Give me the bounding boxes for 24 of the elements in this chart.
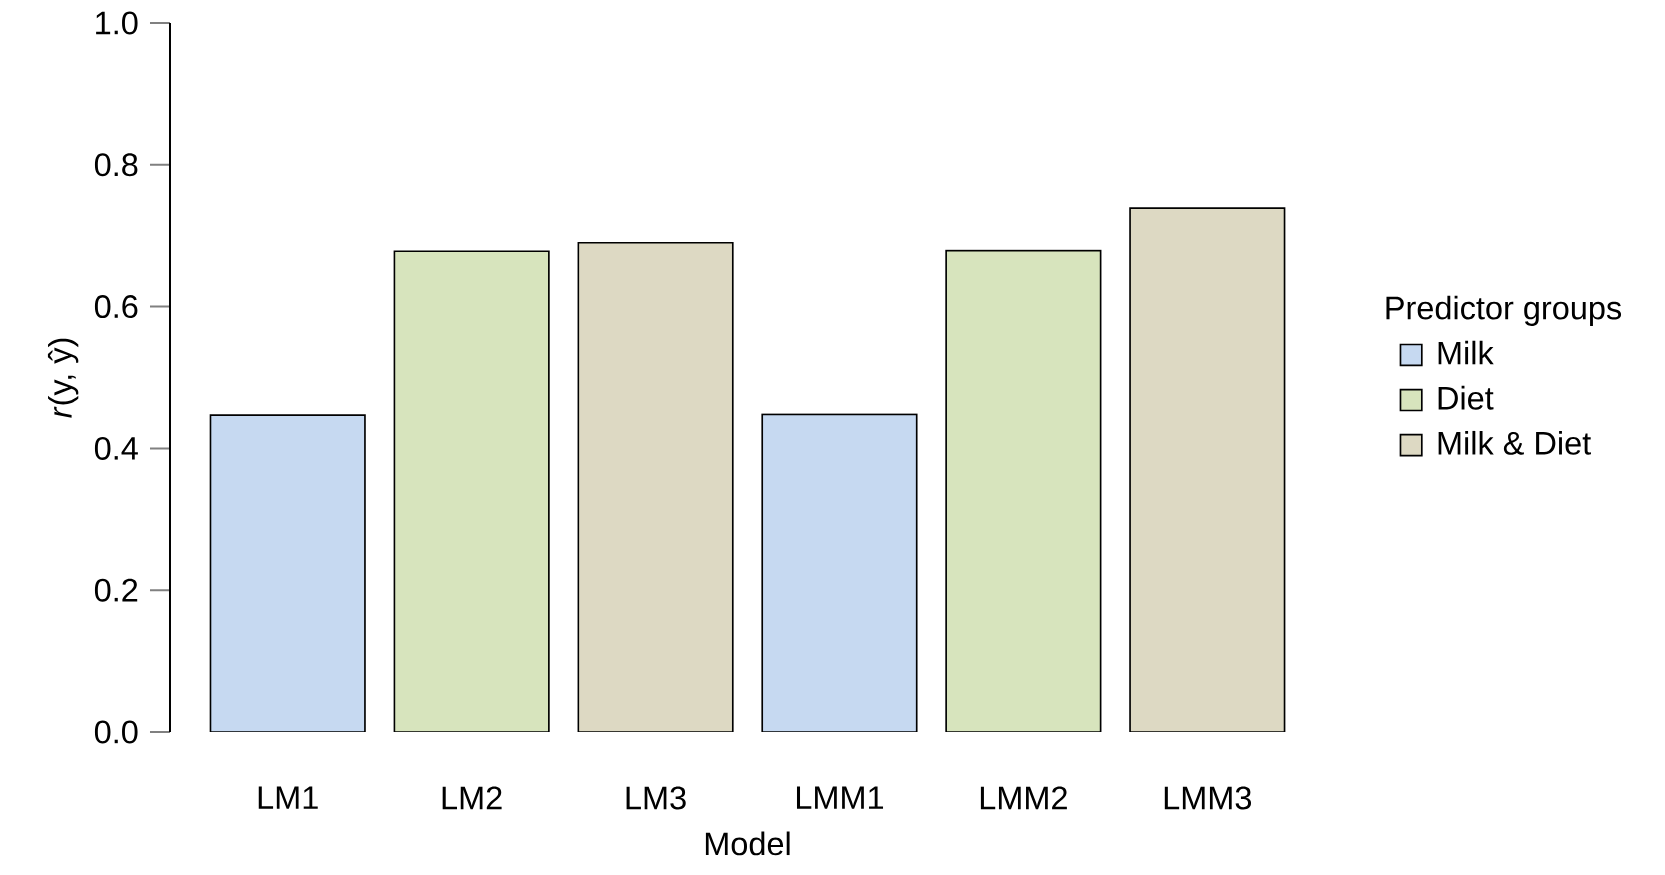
legend-label: Milk & Diet xyxy=(1438,430,1591,455)
x-tick-label: LMM3 xyxy=(1164,786,1252,810)
legend-label: Milk xyxy=(1438,340,1494,365)
bar xyxy=(945,249,1102,732)
bar xyxy=(761,413,918,732)
bar xyxy=(1129,207,1286,732)
bar xyxy=(393,250,550,732)
y-tick-label: 1.0 xyxy=(96,11,138,35)
legend-title: Predictor groups xyxy=(1386,295,1622,326)
bar xyxy=(209,414,366,732)
y-tick-label: 0.6 xyxy=(94,295,138,319)
x-tick-label: LMM2 xyxy=(980,786,1067,810)
y-tick-label: 0.0 xyxy=(94,720,138,744)
y-tick-label: 0.2 xyxy=(94,578,138,602)
bar xyxy=(577,241,734,732)
y-tick-label: 0.4 xyxy=(94,436,138,460)
x-tick-label: LM3 xyxy=(626,786,686,810)
legend-label: Diet xyxy=(1438,385,1494,410)
y-axis-title: r(y, ŷ) xyxy=(47,338,79,418)
x-axis-title: Model xyxy=(705,831,790,856)
x-tick-label: LMM1 xyxy=(796,786,884,809)
x-tick-label: LM1 xyxy=(258,786,318,809)
x-tick-label: LM2 xyxy=(442,786,502,810)
y-tick-label: 0.8 xyxy=(94,153,138,177)
